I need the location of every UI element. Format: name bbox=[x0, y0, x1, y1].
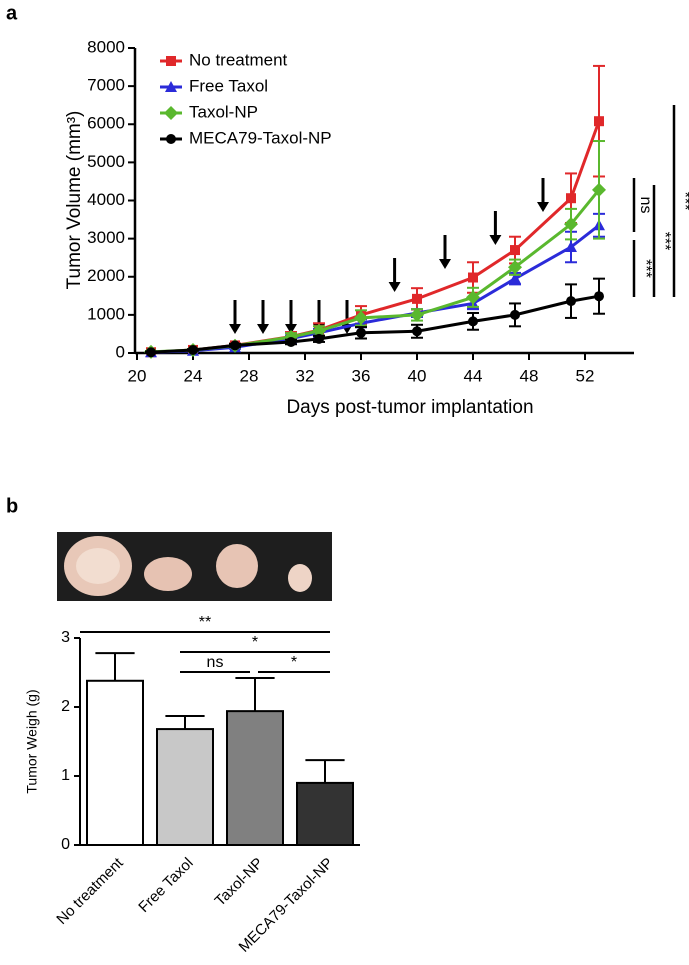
significance-label: *** bbox=[656, 232, 673, 251]
marker bbox=[510, 309, 520, 320]
x-tick-label: 48 bbox=[520, 366, 539, 385]
x-axis-label: Days post-tumor implantation bbox=[286, 397, 533, 418]
series-line bbox=[150, 294, 600, 354]
marker bbox=[410, 307, 424, 322]
y-tick-label: 2000 bbox=[87, 266, 125, 285]
x-tick-label: 32 bbox=[296, 366, 315, 385]
marker bbox=[354, 310, 368, 325]
tumor-specimen bbox=[288, 564, 312, 592]
panel-label: a bbox=[6, 2, 18, 24]
marker bbox=[565, 241, 577, 253]
significance-label: ns bbox=[637, 197, 654, 214]
marker bbox=[230, 340, 240, 351]
marker bbox=[164, 106, 178, 120]
bar bbox=[86, 679, 144, 847]
tumor-specimen bbox=[144, 557, 192, 591]
significance-label: * bbox=[252, 634, 258, 651]
legend-label: Free Taxol bbox=[189, 76, 268, 95]
arrow-head bbox=[257, 324, 269, 334]
y-tick-label: 3 bbox=[61, 629, 70, 646]
arrow-head bbox=[489, 235, 502, 245]
marker bbox=[564, 217, 578, 232]
y-tick-label: 0 bbox=[116, 342, 125, 361]
y-tick-label: 8000 bbox=[87, 37, 125, 56]
marker bbox=[286, 336, 296, 347]
x-tick-label: 44 bbox=[464, 366, 483, 385]
marker bbox=[468, 272, 478, 283]
significance-label: ** bbox=[199, 614, 211, 631]
marker bbox=[510, 245, 520, 256]
y-tick-label: 0 bbox=[61, 836, 70, 853]
arrow-head bbox=[537, 202, 549, 212]
arrow-head bbox=[388, 282, 401, 292]
marker bbox=[468, 316, 478, 327]
y-tick-label: 5000 bbox=[87, 152, 125, 171]
marker bbox=[592, 182, 606, 197]
x-tick-label: 36 bbox=[352, 366, 371, 385]
x-tick-label: 24 bbox=[184, 366, 203, 385]
marker bbox=[509, 272, 521, 284]
y-axis-label: Tumor Weigh (g) bbox=[24, 689, 40, 793]
bar bbox=[156, 728, 214, 847]
marker bbox=[166, 134, 176, 144]
marker bbox=[188, 344, 198, 355]
marker bbox=[166, 56, 176, 66]
bar bbox=[296, 781, 354, 847]
significance-label: *** bbox=[637, 259, 654, 278]
legend-label: No treatment bbox=[189, 50, 288, 69]
arrow-head bbox=[439, 259, 451, 269]
x-tick-label: Taxol-NP bbox=[212, 855, 267, 910]
significance-label: ns bbox=[207, 654, 224, 671]
marker bbox=[594, 116, 604, 127]
y-tick-label: 1000 bbox=[87, 304, 125, 323]
legend-label: Taxol-NP bbox=[189, 102, 258, 121]
legend-label: MECA79-Taxol-NP bbox=[189, 128, 332, 147]
marker bbox=[466, 290, 480, 305]
marker bbox=[356, 327, 366, 338]
bar bbox=[226, 710, 284, 847]
marker bbox=[314, 333, 324, 344]
y-tick-label: 3000 bbox=[87, 228, 125, 247]
x-tick-label: 20 bbox=[128, 366, 147, 385]
y-tick-label: 4000 bbox=[87, 190, 125, 209]
y-tick-label: 7000 bbox=[87, 76, 125, 95]
tumor-specimen bbox=[216, 544, 258, 588]
tumor-photo bbox=[57, 532, 332, 601]
marker bbox=[566, 193, 576, 204]
marker bbox=[412, 293, 422, 304]
significance-label: * bbox=[291, 654, 297, 671]
marker bbox=[412, 326, 422, 337]
arrow-head bbox=[229, 324, 241, 334]
panel-label: b bbox=[6, 495, 18, 517]
x-tick-label: No treatment bbox=[53, 854, 127, 928]
arrow-head bbox=[285, 324, 297, 334]
significance-label: *** bbox=[676, 192, 689, 211]
x-tick-label: 40 bbox=[408, 366, 427, 385]
x-tick-label: Free Taxol bbox=[135, 855, 196, 916]
marker bbox=[594, 291, 604, 302]
x-tick-label: 52 bbox=[576, 366, 595, 385]
y-tick-label: 6000 bbox=[87, 114, 125, 133]
marker bbox=[566, 296, 576, 307]
tumor-specimen bbox=[76, 548, 120, 584]
x-tick-label: 28 bbox=[240, 366, 259, 385]
marker bbox=[146, 347, 156, 358]
y-tick-label: 2 bbox=[61, 698, 70, 715]
marker bbox=[508, 260, 522, 275]
y-tick-label: 1 bbox=[61, 767, 70, 784]
marker bbox=[312, 323, 326, 338]
y-axis-label: Tumor Volume (mm³) bbox=[64, 111, 85, 290]
marker bbox=[165, 81, 177, 92]
